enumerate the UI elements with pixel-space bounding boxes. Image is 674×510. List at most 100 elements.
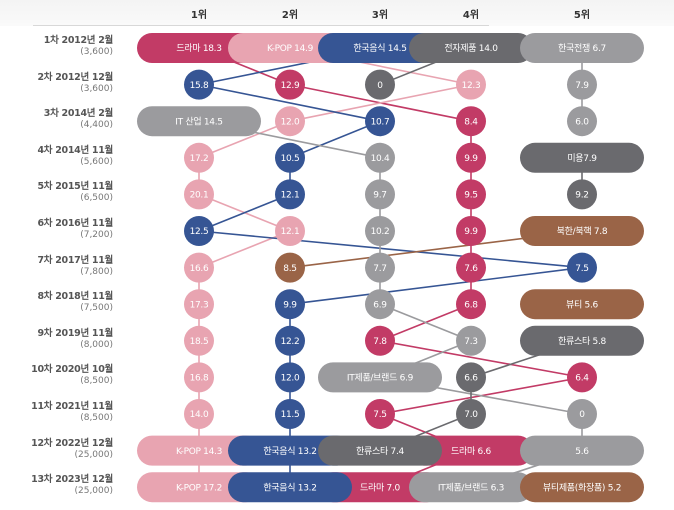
category-pill: 드라마 18.3 (137, 33, 261, 63)
data-label: 6.4 (575, 374, 589, 384)
pill-shape (520, 325, 644, 356)
data-label: 10.5 (281, 154, 300, 164)
data-label: 북한/북핵 7.8 (557, 225, 608, 237)
marker-circle (275, 69, 305, 100)
pill-shape (137, 33, 261, 63)
pill-shape (409, 435, 533, 466)
data-label: 12.1 (281, 227, 300, 237)
survey-round-label: 5차 2015년 11월 (37, 181, 113, 193)
value-marker: 7.0 (456, 399, 486, 429)
data-label: 20.1 (190, 191, 209, 201)
pill-shape (318, 362, 442, 393)
sample-size-label: (7,500) (80, 303, 113, 314)
value-marker: 12.1 (275, 179, 305, 210)
series-connector-line (289, 120, 381, 159)
survey-round-label: 10차 2020년 10월 (31, 364, 113, 376)
data-label: 12.3 (462, 81, 481, 91)
data-label: 18.5 (190, 337, 209, 347)
data-label: 6.8 (464, 300, 478, 310)
data-label: K-POP 14.9 (267, 44, 314, 54)
marker-circle (456, 142, 486, 173)
pill-shape (520, 33, 644, 63)
marker-circle (365, 252, 395, 283)
marker-circle (184, 216, 214, 246)
data-label: IT제품/브랜드 6.3 (438, 482, 504, 493)
sample-size-label: (4,400) (80, 120, 113, 131)
data-label: 9.7 (373, 191, 386, 201)
data-label: K-POP 14.3 (176, 447, 222, 457)
data-label: 0 (579, 410, 585, 420)
pill-shape (520, 216, 644, 246)
data-label: 15.8 (190, 81, 209, 91)
category-pill: K-POP 17.2 (137, 472, 261, 503)
category-pill: 한국음식 14.5 (318, 33, 442, 63)
sample-size-label: (7,800) (80, 266, 113, 277)
rank-header: 1위 (190, 10, 208, 21)
marker-circle (275, 216, 305, 246)
row-label: 7차 2017년 11월 (7,800) (0, 255, 113, 277)
data-label: 12.2 (281, 337, 300, 347)
data-label: 7.8 (373, 337, 387, 347)
value-marker: 16.8 (184, 362, 214, 393)
data-label: 17.2 (190, 154, 209, 164)
survey-round-label: 6차 2016년 11월 (37, 218, 113, 229)
marker-circle (184, 289, 214, 320)
value-marker: 17.2 (184, 142, 214, 173)
value-marker: 12.3 (456, 69, 486, 100)
row-label: 10차 2020년 10월 (8,500) (0, 364, 113, 386)
data-label: 11.5 (281, 410, 300, 420)
data-label: 한국음식 13.2 (263, 482, 316, 493)
data-label: 드라마 6.6 (451, 446, 491, 457)
pill-shape (137, 106, 261, 137)
value-marker: 9.9 (456, 216, 486, 246)
marker-circle (184, 399, 214, 429)
category-pill: 한국음식 13.2 (228, 472, 352, 503)
value-marker: 10.4 (365, 142, 395, 173)
survey-round-label: 8차 2018년 11월 (37, 291, 113, 303)
data-label: 16.6 (190, 264, 209, 274)
data-label: 7.0 (464, 410, 478, 420)
survey-round-label: 11차 2021년 11월 (31, 401, 113, 412)
marker-circle (567, 362, 597, 393)
data-label: 9.9 (464, 227, 478, 237)
data-label: 10.7 (371, 117, 390, 127)
marker-circle (456, 289, 486, 320)
series-connector-line (198, 193, 291, 232)
row-label: 2차 2012년 12월 (3,600) (0, 72, 113, 94)
marker-circle (275, 289, 305, 320)
value-marker: 7.6 (456, 252, 486, 283)
pill-shape (137, 435, 261, 466)
value-marker: 9.9 (456, 142, 486, 173)
marker-circle (567, 106, 597, 137)
marker-circle (275, 362, 305, 393)
value-marker: 9.2 (567, 179, 597, 210)
value-marker: 0 (567, 399, 597, 429)
data-label: 9.9 (283, 300, 297, 310)
data-label: 6.0 (575, 117, 589, 127)
data-label: 6.9 (373, 300, 387, 310)
row-label: 13차 2023년 12월 (25,000) (0, 474, 113, 496)
marker-circle (456, 69, 486, 100)
marker-circle (184, 252, 214, 283)
value-marker: 10.2 (365, 216, 395, 246)
series-connector-line (198, 230, 291, 269)
row-label: 8차 2018년 11월 (7,500) (0, 291, 113, 314)
data-label: 한류스타 5.8 (558, 336, 606, 347)
data-label: 한국음식 14.5 (353, 43, 406, 54)
data-label: 5.6 (575, 447, 589, 457)
series-connector-line (198, 230, 583, 269)
category-pill: 뷰티제품(화장품) 5.2 (520, 472, 644, 503)
marker-circle (275, 142, 305, 173)
header-divider (33, 25, 489, 26)
category-pill: 미용7.9 (520, 142, 644, 173)
marker-circle (184, 179, 214, 210)
data-label: 12.9 (281, 81, 300, 91)
sample-size-label: (6,500) (80, 193, 113, 204)
category-pill: IT 산업 14.5 (137, 106, 261, 137)
value-marker: 12.1 (275, 216, 305, 246)
value-marker: 10.5 (275, 142, 305, 173)
marker-circle (365, 325, 395, 356)
value-marker: 9.7 (365, 179, 395, 210)
sample-size-label: (8,500) (80, 412, 113, 423)
